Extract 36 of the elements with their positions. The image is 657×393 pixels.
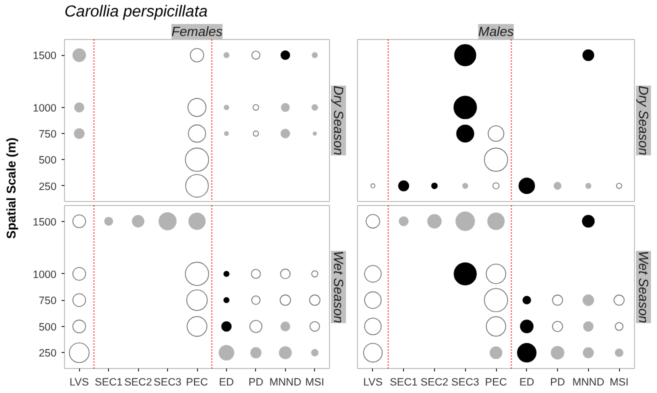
x-tick-label: SEC1 — [390, 376, 418, 388]
x-tick-label: SEC2 — [124, 376, 152, 388]
x-tick-label: SEC3 — [154, 376, 182, 388]
x-tick-label: LVS — [363, 376, 383, 388]
x-tick-label: SEC3 — [451, 376, 480, 388]
y2-axis-title: Wet Season — [636, 250, 651, 324]
x-tick-label: PEC — [485, 376, 508, 388]
y-tick-label: 500 — [38, 154, 57, 167]
chart-subtitle: Males — [478, 24, 514, 39]
y-tick-label: 250 — [38, 180, 57, 193]
x-tick-label: MSI — [610, 376, 629, 388]
x-tick-label: ED — [519, 376, 534, 388]
y-tick-label: 1500 — [32, 216, 57, 228]
x-tick-label: MNND — [572, 376, 605, 388]
y-tick-label: 1500 — [32, 50, 57, 62]
x-tick-label: PD — [248, 376, 264, 388]
x-tick-label: PD — [550, 376, 566, 388]
y2-axis-title: Dry Season — [636, 86, 651, 156]
x-tick-label: MNND — [269, 376, 302, 388]
x-tick-label: PEC — [186, 376, 208, 388]
x-tick-label: ED — [219, 376, 234, 388]
chart-title: Carollia perspicillata — [64, 4, 208, 20]
x-tick-label: SEC2 — [420, 376, 448, 388]
y2-axis-title: Dry Season — [331, 86, 346, 156]
y-tick-label: 500 — [38, 321, 57, 334]
y-tick-label: 750 — [38, 295, 57, 308]
x-tick-label: SEC1 — [94, 376, 123, 388]
y-tick-label: 1000 — [32, 268, 57, 281]
x-tick-label: LVS — [70, 376, 89, 388]
chart-subtitle: Females — [171, 24, 223, 39]
x-tick-label: MSI — [305, 376, 324, 388]
y2-axis-title: Wet Season — [331, 250, 346, 324]
y-axis-title: Spatial Scale (m) — [4, 138, 18, 239]
y-tick-label: 750 — [38, 128, 57, 141]
y-tick-label: 250 — [38, 348, 57, 360]
y-tick-label: 1000 — [32, 102, 57, 114]
